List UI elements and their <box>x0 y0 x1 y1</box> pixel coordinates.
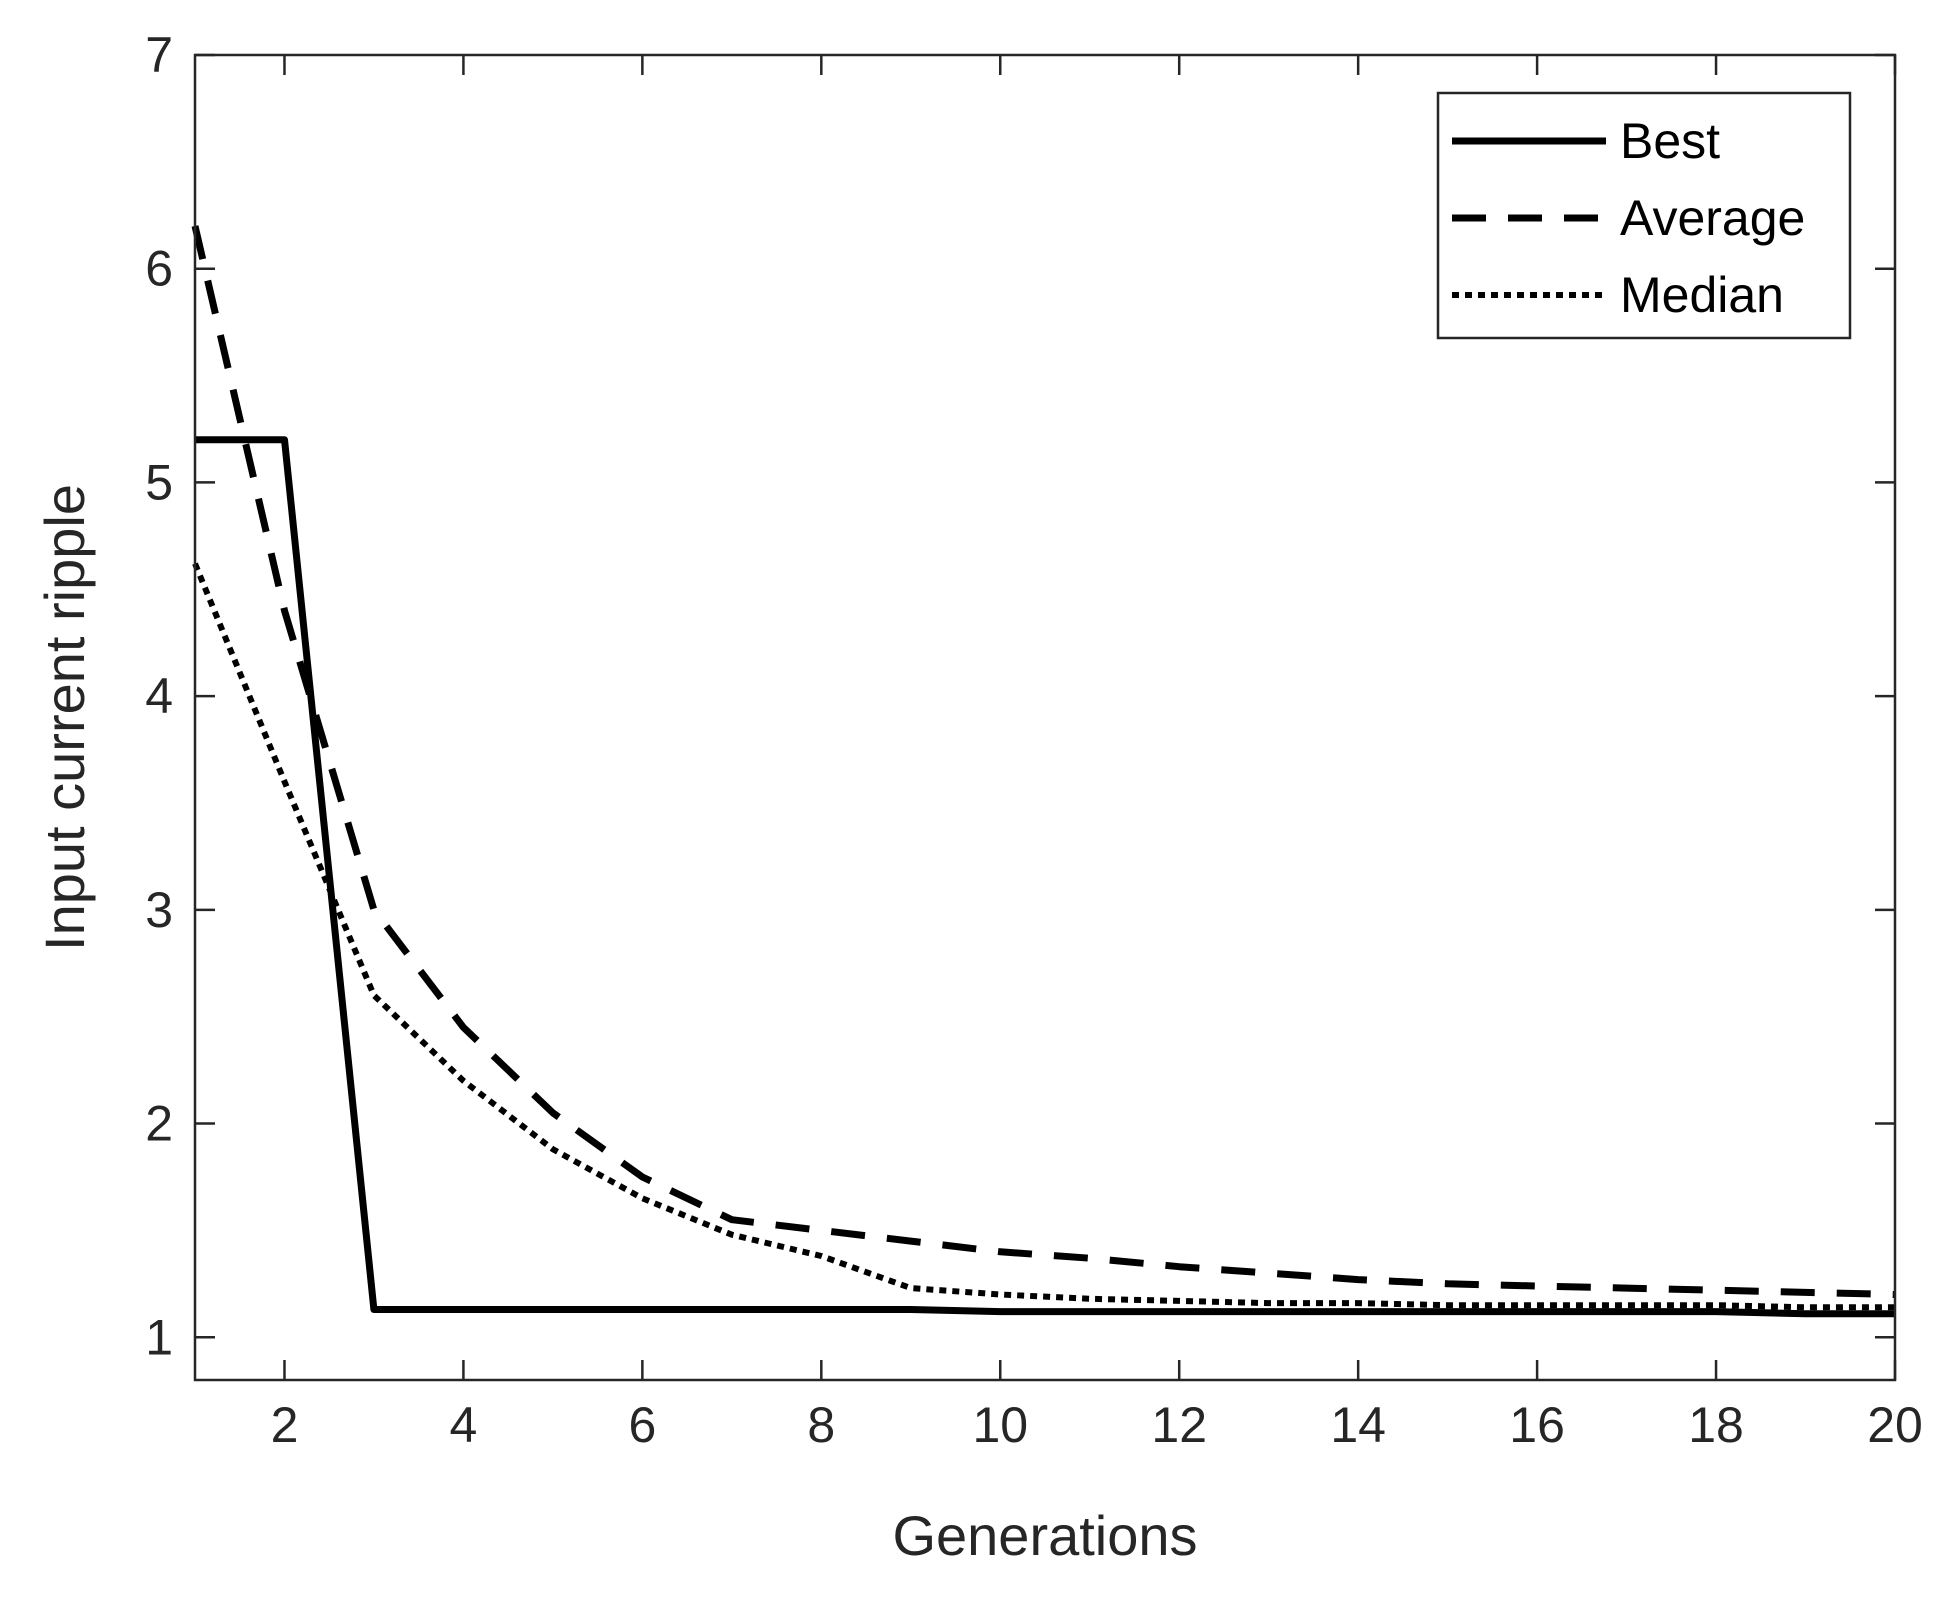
y-tick-label: 1 <box>145 1309 173 1365</box>
legend-label-average: Average <box>1620 190 1805 246</box>
series-line-best <box>195 436 1895 1318</box>
x-tick-label: 14 <box>1330 1397 1386 1453</box>
x-tick-label: 16 <box>1509 1397 1565 1453</box>
legend-label-median: Median <box>1620 267 1784 323</box>
y-tick-label: 4 <box>145 668 173 724</box>
x-tick-label: 10 <box>972 1397 1028 1453</box>
y-tick-label: 5 <box>145 454 173 510</box>
y-tick-label: 3 <box>145 882 173 938</box>
x-tick-label: 18 <box>1688 1397 1744 1453</box>
x-tick-label: 20 <box>1867 1397 1923 1453</box>
x-tick-label: 6 <box>628 1397 656 1453</box>
x-tick-label: 12 <box>1151 1397 1207 1453</box>
x-tick-label: 4 <box>450 1397 478 1453</box>
y-axis-title: Input current ripple <box>33 484 96 951</box>
legend: Best Average Median <box>1436 91 1852 340</box>
y-tick-label: 7 <box>145 27 173 83</box>
plot-frame <box>193 53 1897 1382</box>
x-tick-label: 2 <box>271 1397 299 1453</box>
y-tick-label: 6 <box>145 241 173 297</box>
y-tick-label: 2 <box>145 1096 173 1152</box>
legend-label-best: Best <box>1620 113 1720 169</box>
legend-items: Best Average Median <box>1452 113 1805 323</box>
x-axis-title: Generations <box>892 1504 1197 1567</box>
series-line-median <box>192 562 1895 1311</box>
series-layer <box>191 225 1896 1318</box>
x-tick-label: 8 <box>807 1397 835 1453</box>
